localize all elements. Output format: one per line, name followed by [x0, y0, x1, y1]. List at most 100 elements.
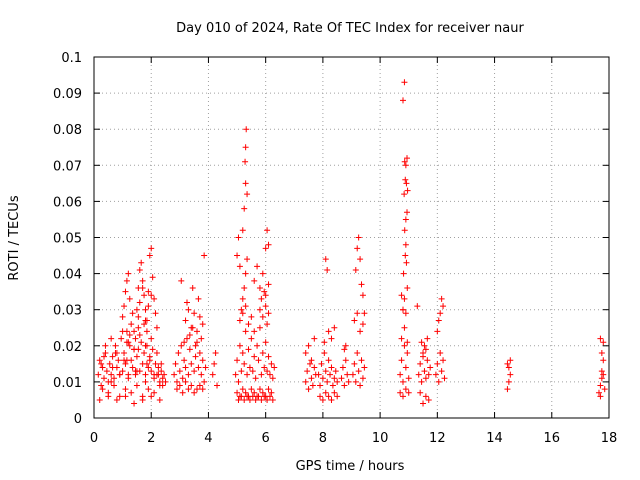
data-point: [400, 378, 406, 385]
data-point: [268, 360, 275, 367]
x-tick-label: 4: [204, 431, 212, 446]
data-point: [116, 371, 123, 378]
data-point: [185, 386, 192, 393]
data-point: [139, 285, 146, 292]
data-point: [198, 371, 205, 378]
data-point: [354, 350, 361, 357]
data-point: [401, 227, 408, 234]
data-point: [398, 357, 405, 364]
data-point: [265, 386, 272, 393]
data-point: [122, 386, 129, 393]
data-point: [211, 360, 218, 367]
data-point: [254, 263, 261, 270]
data-point: [98, 360, 105, 367]
data-point: [175, 350, 182, 357]
data-point: [256, 386, 263, 393]
data-point: [601, 386, 608, 393]
data-point: [248, 386, 255, 393]
data-point: [266, 393, 273, 400]
data-point: [400, 306, 406, 313]
data-point: [195, 295, 202, 302]
data-point: [418, 378, 425, 385]
data-point: [251, 353, 258, 360]
data-point: [427, 364, 434, 371]
y-tick-label: 0.08: [53, 123, 82, 138]
data-point: [261, 364, 268, 371]
data-point: [258, 396, 265, 403]
data-point: [325, 328, 332, 335]
data-point: [325, 357, 332, 364]
data-point: [397, 389, 404, 396]
data-point: [122, 393, 129, 400]
data-point: [142, 306, 149, 313]
data-point: [214, 382, 221, 389]
data-point: [265, 281, 272, 288]
data-point: [401, 79, 408, 86]
data-point: [126, 331, 133, 338]
data-point: [354, 245, 361, 252]
data-point: [252, 396, 259, 403]
data-point: [402, 241, 409, 248]
data-point: [404, 187, 411, 194]
data-point: [153, 350, 160, 357]
data-point: [249, 393, 256, 400]
data-point: [339, 364, 346, 371]
data-point: [251, 277, 258, 284]
data-point: [432, 371, 439, 378]
data-point: [245, 321, 252, 328]
data-point: [141, 350, 148, 357]
data-point: [179, 389, 186, 396]
data-point: [125, 270, 132, 277]
data-point: [598, 350, 605, 357]
data-point: [148, 368, 155, 375]
data-point: [404, 155, 411, 162]
data-point: [239, 386, 246, 393]
data-point: [259, 350, 266, 357]
data-point: [234, 389, 241, 396]
data-point: [332, 368, 339, 375]
data-point: [126, 295, 133, 302]
chart-title: Day 010 of 2024, Rate Of TEC Index for r…: [176, 21, 524, 36]
data-point: [268, 389, 275, 396]
data-point: [98, 382, 105, 389]
data-point: [244, 393, 251, 400]
data-point: [201, 378, 208, 385]
data-point: [194, 386, 200, 393]
data-point: [271, 364, 278, 371]
data-point: [133, 306, 140, 313]
data-point: [159, 382, 166, 389]
data-point: [352, 266, 359, 273]
data-point: [302, 350, 309, 357]
data-point: [145, 303, 152, 310]
data-point: [123, 277, 130, 284]
data-point: [103, 368, 110, 375]
data-point: [145, 288, 152, 295]
data-point: [331, 324, 338, 331]
data-point: [159, 375, 166, 382]
data-point: [249, 368, 256, 375]
data-point: [417, 389, 424, 396]
data-point: [401, 295, 408, 302]
data-point: [256, 324, 263, 331]
x-tick-label: 14: [486, 431, 503, 446]
data-point: [125, 375, 132, 382]
y-tick-label: 0.05: [53, 232, 82, 247]
data-point: [262, 339, 269, 346]
data-point: [135, 324, 142, 331]
data-point: [99, 364, 106, 371]
data-point: [507, 371, 514, 378]
data-point: [305, 386, 312, 393]
data-point: [238, 368, 245, 375]
data-point: [176, 368, 183, 375]
data-point: [171, 371, 178, 378]
data-point: [404, 339, 411, 346]
data-point: [101, 375, 108, 382]
data-point: [185, 371, 192, 378]
data-point: [238, 306, 245, 313]
data-point: [188, 324, 195, 331]
data-point: [424, 335, 431, 342]
data-point: [182, 317, 189, 324]
data-point: [102, 342, 109, 349]
data-point: [194, 328, 200, 335]
data-point: [244, 371, 251, 378]
